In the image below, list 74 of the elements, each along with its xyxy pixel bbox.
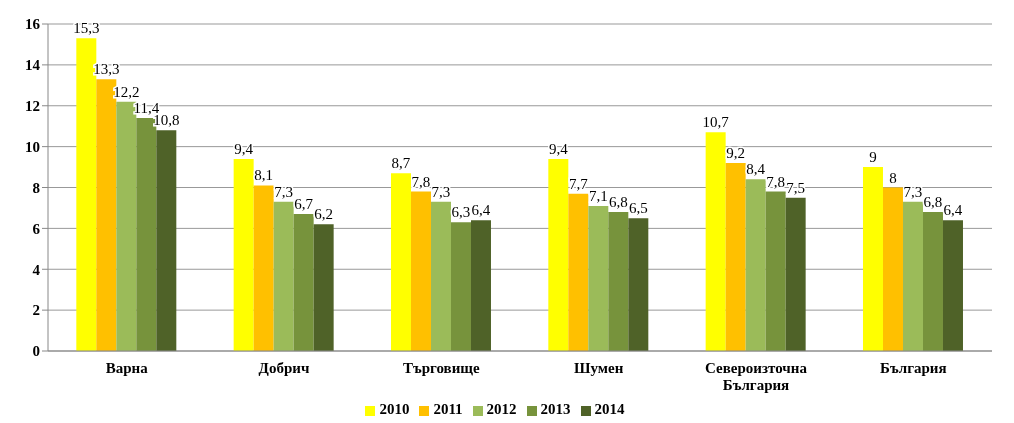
data-label: 7,8 xyxy=(411,173,431,190)
data-label: 10,8 xyxy=(153,112,180,129)
data-label: 8,4 xyxy=(746,161,766,178)
y-tick-label: 8 xyxy=(32,179,40,196)
y-tick-label: 4 xyxy=(32,261,41,278)
data-label: 6,8 xyxy=(923,194,943,211)
x-tick-label: Шумен xyxy=(574,360,624,376)
bar xyxy=(922,212,943,351)
bar xyxy=(942,220,963,351)
data-label: 7,3 xyxy=(274,183,294,200)
legend-label: 2014 xyxy=(594,401,625,417)
x-tick-label: Търговище xyxy=(402,360,481,376)
data-label: 6,4 xyxy=(471,202,491,219)
x-tick-label: България xyxy=(880,360,947,376)
data-label: 8,1 xyxy=(254,167,274,184)
y-tick-label: 10 xyxy=(25,138,40,155)
data-label: 7,1 xyxy=(588,187,608,204)
data-label: 7,5 xyxy=(786,179,806,196)
bar xyxy=(785,197,806,351)
y-tick-label: 14 xyxy=(25,57,41,74)
data-label: 8 xyxy=(889,169,897,186)
y-tick-label: 2 xyxy=(32,302,40,319)
x-tick-label: Североизточна България xyxy=(705,360,808,393)
bar xyxy=(273,201,294,351)
y-tick-label: 16 xyxy=(25,16,41,33)
bar xyxy=(313,224,334,351)
data-label: 10,7 xyxy=(702,114,730,131)
legend-label: 2010 xyxy=(379,401,410,417)
bar xyxy=(568,193,589,351)
y-tick-label: 12 xyxy=(25,98,40,115)
legend-label: 2013 xyxy=(540,401,571,417)
bar xyxy=(470,220,491,351)
bar xyxy=(608,212,629,351)
y-tick-label: 0 xyxy=(32,343,40,360)
bar xyxy=(765,191,786,351)
bar xyxy=(116,101,137,351)
data-label: 6,2 xyxy=(314,206,334,223)
data-label: 8,7 xyxy=(391,155,411,172)
legend-label: 2012 xyxy=(486,401,517,417)
bar xyxy=(253,185,274,351)
data-label: 7,3 xyxy=(431,183,451,200)
data-label: 6,8 xyxy=(608,194,628,211)
data-label: 9,4 xyxy=(234,140,254,157)
bar xyxy=(156,130,177,351)
bar xyxy=(293,214,314,351)
data-label: 7,3 xyxy=(903,183,923,200)
legend-label: 2011 xyxy=(433,401,463,417)
data-label: 15,3 xyxy=(73,20,100,37)
data-label: 6,7 xyxy=(294,196,314,213)
bar xyxy=(628,218,649,351)
bar xyxy=(390,173,411,351)
bar xyxy=(548,158,569,351)
bar xyxy=(882,187,903,351)
x-tick-label: Варна xyxy=(105,360,149,376)
bar xyxy=(902,201,923,351)
bar xyxy=(745,179,766,351)
bar xyxy=(725,162,746,351)
bar xyxy=(705,132,726,351)
data-label: 9,2 xyxy=(726,144,746,161)
bar xyxy=(410,191,431,351)
bar xyxy=(862,167,883,351)
data-label: 6,5 xyxy=(628,200,648,217)
bar xyxy=(450,222,471,351)
data-label: 7,7 xyxy=(568,175,589,192)
bar xyxy=(233,158,254,351)
x-tick-label: Добрич xyxy=(258,360,310,376)
bar xyxy=(588,205,609,351)
data-label: 7,8 xyxy=(766,173,786,190)
data-label: 9 xyxy=(869,149,877,166)
bar xyxy=(430,201,451,351)
data-label: 6,3 xyxy=(451,204,471,221)
data-label: 6,4 xyxy=(943,202,963,219)
data-label: 9,4 xyxy=(548,140,569,157)
y-tick-label: 6 xyxy=(32,220,41,237)
